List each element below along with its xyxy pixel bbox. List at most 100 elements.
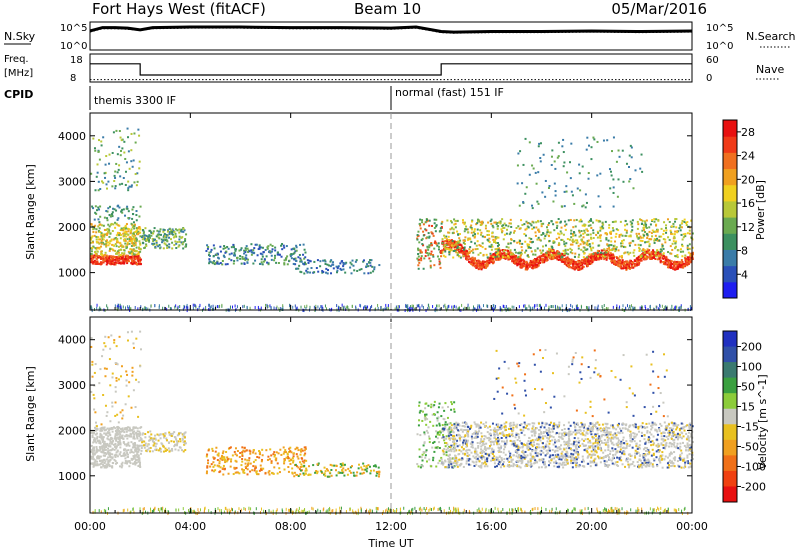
data-cell (619, 305, 621, 309)
data-cell (512, 258, 515, 261)
data-cell (369, 271, 372, 274)
data-cell (103, 440, 106, 443)
data-cell (428, 244, 431, 247)
data-cell (133, 227, 136, 230)
data-cell (519, 254, 522, 257)
data-cell (474, 307, 476, 311)
data-cell (653, 307, 655, 311)
data-cell (592, 237, 595, 240)
data-cell (567, 265, 570, 268)
data-cell (332, 263, 335, 266)
data-cell (589, 260, 592, 263)
data-cell (520, 252, 523, 255)
data-cell (410, 305, 412, 309)
data-cell (276, 253, 279, 256)
data-cell (588, 306, 590, 310)
data-cell (565, 242, 568, 245)
data-cell (117, 421, 120, 424)
data-cell (133, 444, 136, 447)
data-cell (103, 367, 106, 370)
data-cell (98, 208, 101, 211)
data-cell (135, 246, 138, 249)
data-cell (138, 435, 141, 438)
data-cell (108, 444, 111, 447)
nsky-label: N.Sky (4, 30, 36, 43)
data-cell (105, 463, 108, 466)
data-cell (141, 238, 144, 241)
data-cell (110, 437, 113, 440)
data-cell (310, 267, 313, 270)
data-cell (126, 258, 129, 261)
data-cell (449, 250, 452, 253)
data-cell (138, 247, 141, 250)
data-cell (192, 306, 194, 310)
data-cell (111, 229, 114, 232)
data-cell (134, 454, 137, 457)
data-cell (507, 251, 510, 254)
data-cell (282, 304, 284, 308)
data-cell (130, 448, 133, 451)
data-cell (615, 260, 618, 263)
data-cell (121, 454, 124, 457)
data-cell (132, 260, 135, 263)
data-cell (114, 237, 117, 240)
data-cell (208, 307, 210, 311)
data-cell (624, 266, 627, 269)
data-cell (130, 222, 133, 225)
data-cell (113, 339, 116, 342)
data-cell (525, 249, 528, 252)
data-cell (639, 235, 642, 238)
data-cell (117, 437, 120, 440)
data-cell (176, 229, 179, 232)
data-cell (465, 251, 468, 254)
data-cell (306, 271, 309, 274)
data-cell (643, 226, 646, 229)
data-cell (597, 232, 600, 235)
data-cell (636, 234, 639, 237)
data-cell (687, 259, 690, 262)
data-cell (106, 227, 109, 230)
data-cell (547, 234, 550, 237)
data-cell (182, 227, 185, 230)
data-cell (486, 264, 489, 267)
data-cell (133, 237, 136, 240)
data-cell (533, 258, 536, 261)
data-cell (238, 249, 241, 252)
data-cell (114, 390, 117, 393)
data-cell (615, 246, 618, 249)
data-cell (641, 229, 644, 232)
data-cell (663, 307, 665, 311)
data-cell (653, 239, 656, 242)
data-cell (195, 305, 197, 309)
data-cell (360, 268, 363, 271)
data-cell (605, 238, 608, 241)
data-cell (664, 260, 667, 263)
data-cell (108, 255, 111, 258)
data-cell (642, 258, 645, 261)
data-cell (585, 233, 588, 236)
data-cell (582, 236, 585, 239)
data-cell (600, 256, 603, 259)
data-cell (606, 250, 609, 253)
data-cell (127, 210, 130, 213)
data-cell (95, 175, 98, 178)
data-cell (125, 223, 128, 226)
data-cell (677, 267, 680, 270)
data-cell (131, 213, 134, 216)
data-cell (466, 250, 469, 253)
data-cell (428, 219, 431, 222)
data-cell (162, 306, 164, 310)
data-cell (421, 221, 424, 224)
nsearch-tick-top: 10^5 (706, 23, 733, 34)
data-cell (604, 232, 607, 235)
data-cell (128, 242, 131, 245)
data-cell (161, 241, 164, 244)
data-cell (342, 265, 345, 268)
data-cell (644, 241, 647, 244)
data-cell (221, 263, 224, 266)
data-cell (592, 253, 595, 256)
data-cell (503, 226, 506, 229)
data-cell (424, 221, 427, 224)
data-cell (282, 305, 284, 309)
data-cell (553, 241, 556, 244)
